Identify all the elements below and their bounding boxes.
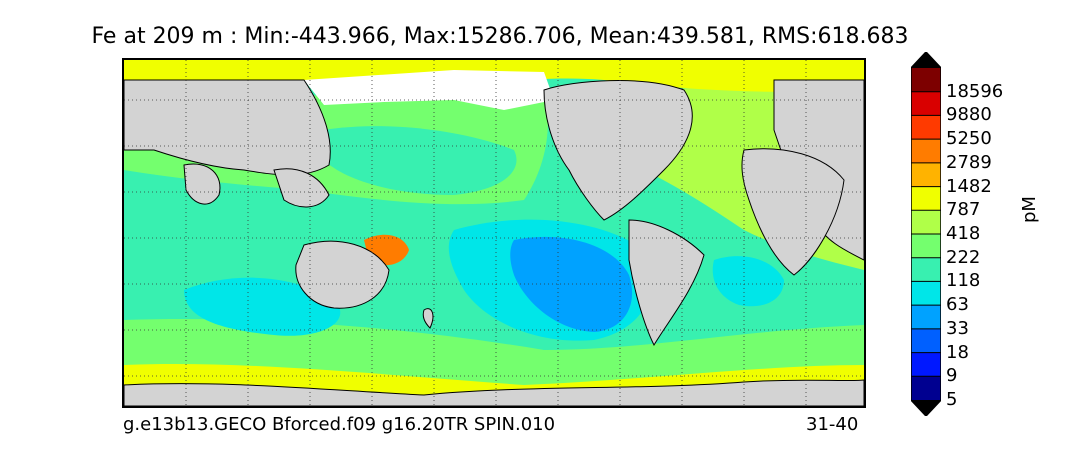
colorbar-swatch bbox=[911, 234, 941, 259]
colorbar-tick-label: 9 bbox=[946, 365, 958, 387]
ocean-map bbox=[124, 60, 864, 406]
colorbar-tick-label: 5 bbox=[946, 389, 958, 410]
colorbar-tick-label: 1482 bbox=[946, 175, 992, 197]
colorbar-tick-label: 5250 bbox=[946, 128, 992, 150]
land-antarctica bbox=[124, 379, 864, 406]
south-pacific-core bbox=[510, 236, 633, 332]
colorbar-swatch bbox=[911, 186, 941, 211]
colorbar-extend-bottom bbox=[911, 400, 941, 416]
map-panel bbox=[122, 58, 866, 408]
north-pacific-gyre bbox=[324, 126, 517, 195]
south-atlantic-gyre bbox=[712, 256, 784, 307]
colorbar-tick-label: 9880 bbox=[946, 104, 992, 126]
colorbar-swatch bbox=[911, 91, 941, 116]
land-southeast-asia bbox=[273, 168, 330, 208]
colorbar-extend-top bbox=[911, 52, 941, 68]
south-indian-gyre bbox=[184, 277, 341, 336]
run-name-label: g.e13b13.GECO Bforced.f09 g16.20TR SPIN.… bbox=[123, 414, 556, 435]
colorbar-swatch bbox=[911, 115, 941, 140]
land-south-america bbox=[628, 219, 705, 347]
colorbar-swatch bbox=[911, 162, 941, 188]
graticule bbox=[124, 60, 864, 406]
land-india bbox=[183, 163, 221, 205]
colorbar-swatch bbox=[911, 68, 941, 93]
land-masses bbox=[124, 79, 864, 406]
colorbar-swatch bbox=[911, 281, 941, 306]
colorbar-swatch bbox=[911, 210, 941, 235]
colorbar-swatch bbox=[911, 305, 941, 330]
colorbar-tick-label: 33 bbox=[946, 317, 969, 339]
arctic-ice bbox=[304, 70, 554, 110]
plot-title: Fe at 209 m : Min:-443.966, Max:15286.70… bbox=[91, 24, 909, 49]
colorbar-swatch bbox=[911, 328, 941, 354]
colorbar bbox=[911, 52, 941, 416]
years-label: 31-40 bbox=[806, 414, 859, 435]
colorbar-tick-label: 63 bbox=[946, 294, 969, 316]
colorbar-swatch bbox=[911, 257, 941, 282]
colorbar-tick-label: 2789 bbox=[946, 151, 992, 173]
colorbar-tick-label: 418 bbox=[946, 223, 981, 244]
colorbar-tick-label: 222 bbox=[946, 246, 981, 268]
land-africa bbox=[741, 148, 845, 276]
land-north-america bbox=[543, 80, 693, 221]
colorbar-unit: pM bbox=[1019, 196, 1040, 223]
colorbar-tick-label: 118 bbox=[946, 270, 981, 292]
colorbar-tick-label: 18596 bbox=[946, 80, 1004, 102]
colorbar-tick-label: 787 bbox=[946, 199, 981, 221]
colorbar-swatch bbox=[911, 352, 941, 377]
colorbar-tick-label: 18 bbox=[946, 341, 969, 363]
colorbar-swatch bbox=[911, 139, 941, 164]
land-australia bbox=[295, 240, 390, 309]
land-new-zealand bbox=[422, 308, 434, 329]
colorbar-swatch bbox=[911, 376, 941, 401]
